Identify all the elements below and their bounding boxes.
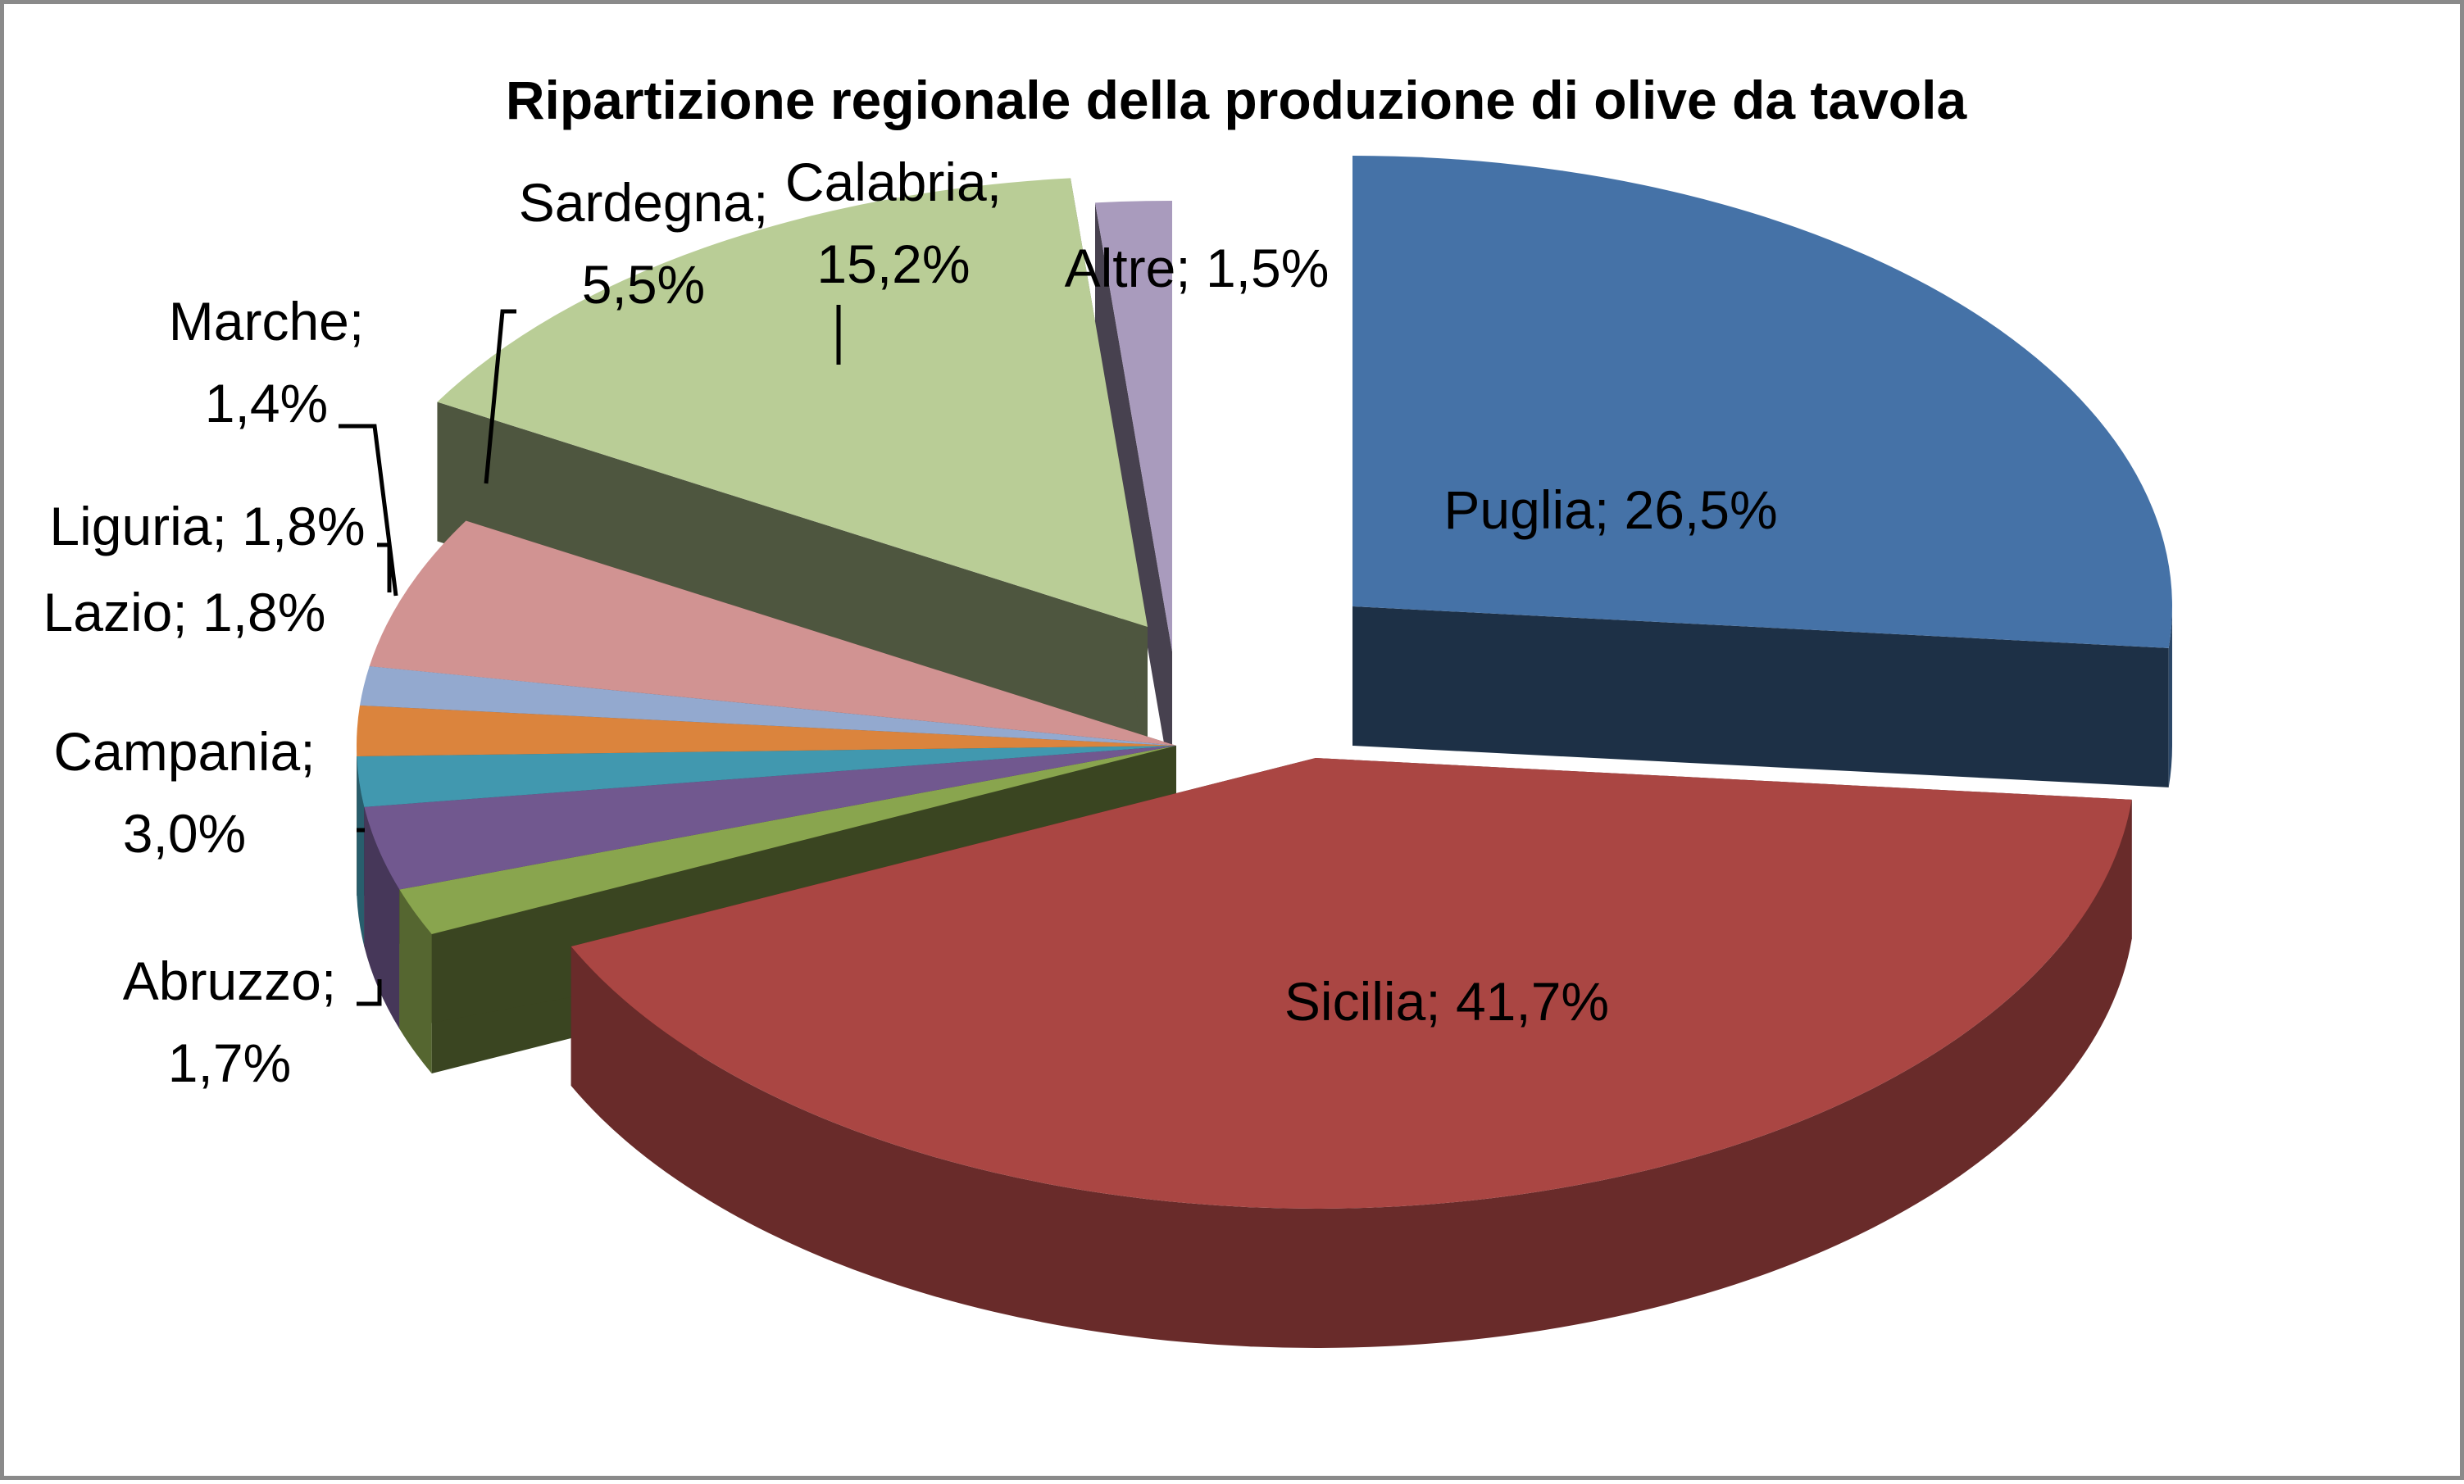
data-label-campania: Campania; 3,0% [53,721,315,864]
pie-slice-puglia [1352,156,2172,648]
data-label-line: 1,7% [168,1032,291,1093]
data-label-abruzzo: Abruzzo; 1,7% [123,951,336,1093]
data-label-puglia: Puglia; 26,5% [1443,479,1777,540]
data-label-line: 3,0% [123,803,246,864]
data-label-line: Calabria; [785,152,1002,212]
data-label-line: Sicilia; 41,7% [1284,971,1609,1032]
data-label-line: Liguria; 1,8% [49,496,365,556]
data-label-line: Altre; 1,5% [1065,238,1330,298]
data-label-line: 5,5% [582,254,705,315]
data-label-line: Marche; [169,291,364,352]
pie-chart: Ripartizione regionale della produzione … [4,4,2464,1484]
data-label-marche: Marche; 1,4% [169,291,364,433]
data-label-lazio: Lazio; 1,8% [43,582,326,642]
leader-line-abruzzo [357,979,380,1004]
data-label-sicilia: Sicilia; 41,7% [1284,971,1609,1032]
leader-line-liguria [377,545,389,592]
data-label-line: Campania; [53,721,315,782]
data-label-line: 1,4% [205,373,328,433]
chart-title: Ripartizione regionale della produzione … [506,70,1968,130]
data-label-line: Lazio; 1,8% [43,582,326,642]
data-label-line: Puglia; 26,5% [1443,479,1777,540]
data-label-line: Abruzzo; [123,951,336,1011]
data-label-line: 15,2% [816,234,970,294]
data-label-altre: Altre; 1,5% [1065,238,1330,298]
data-label-liguria: Liguria; 1,8% [49,496,365,556]
data-label-line: Sardegna; [519,172,769,233]
